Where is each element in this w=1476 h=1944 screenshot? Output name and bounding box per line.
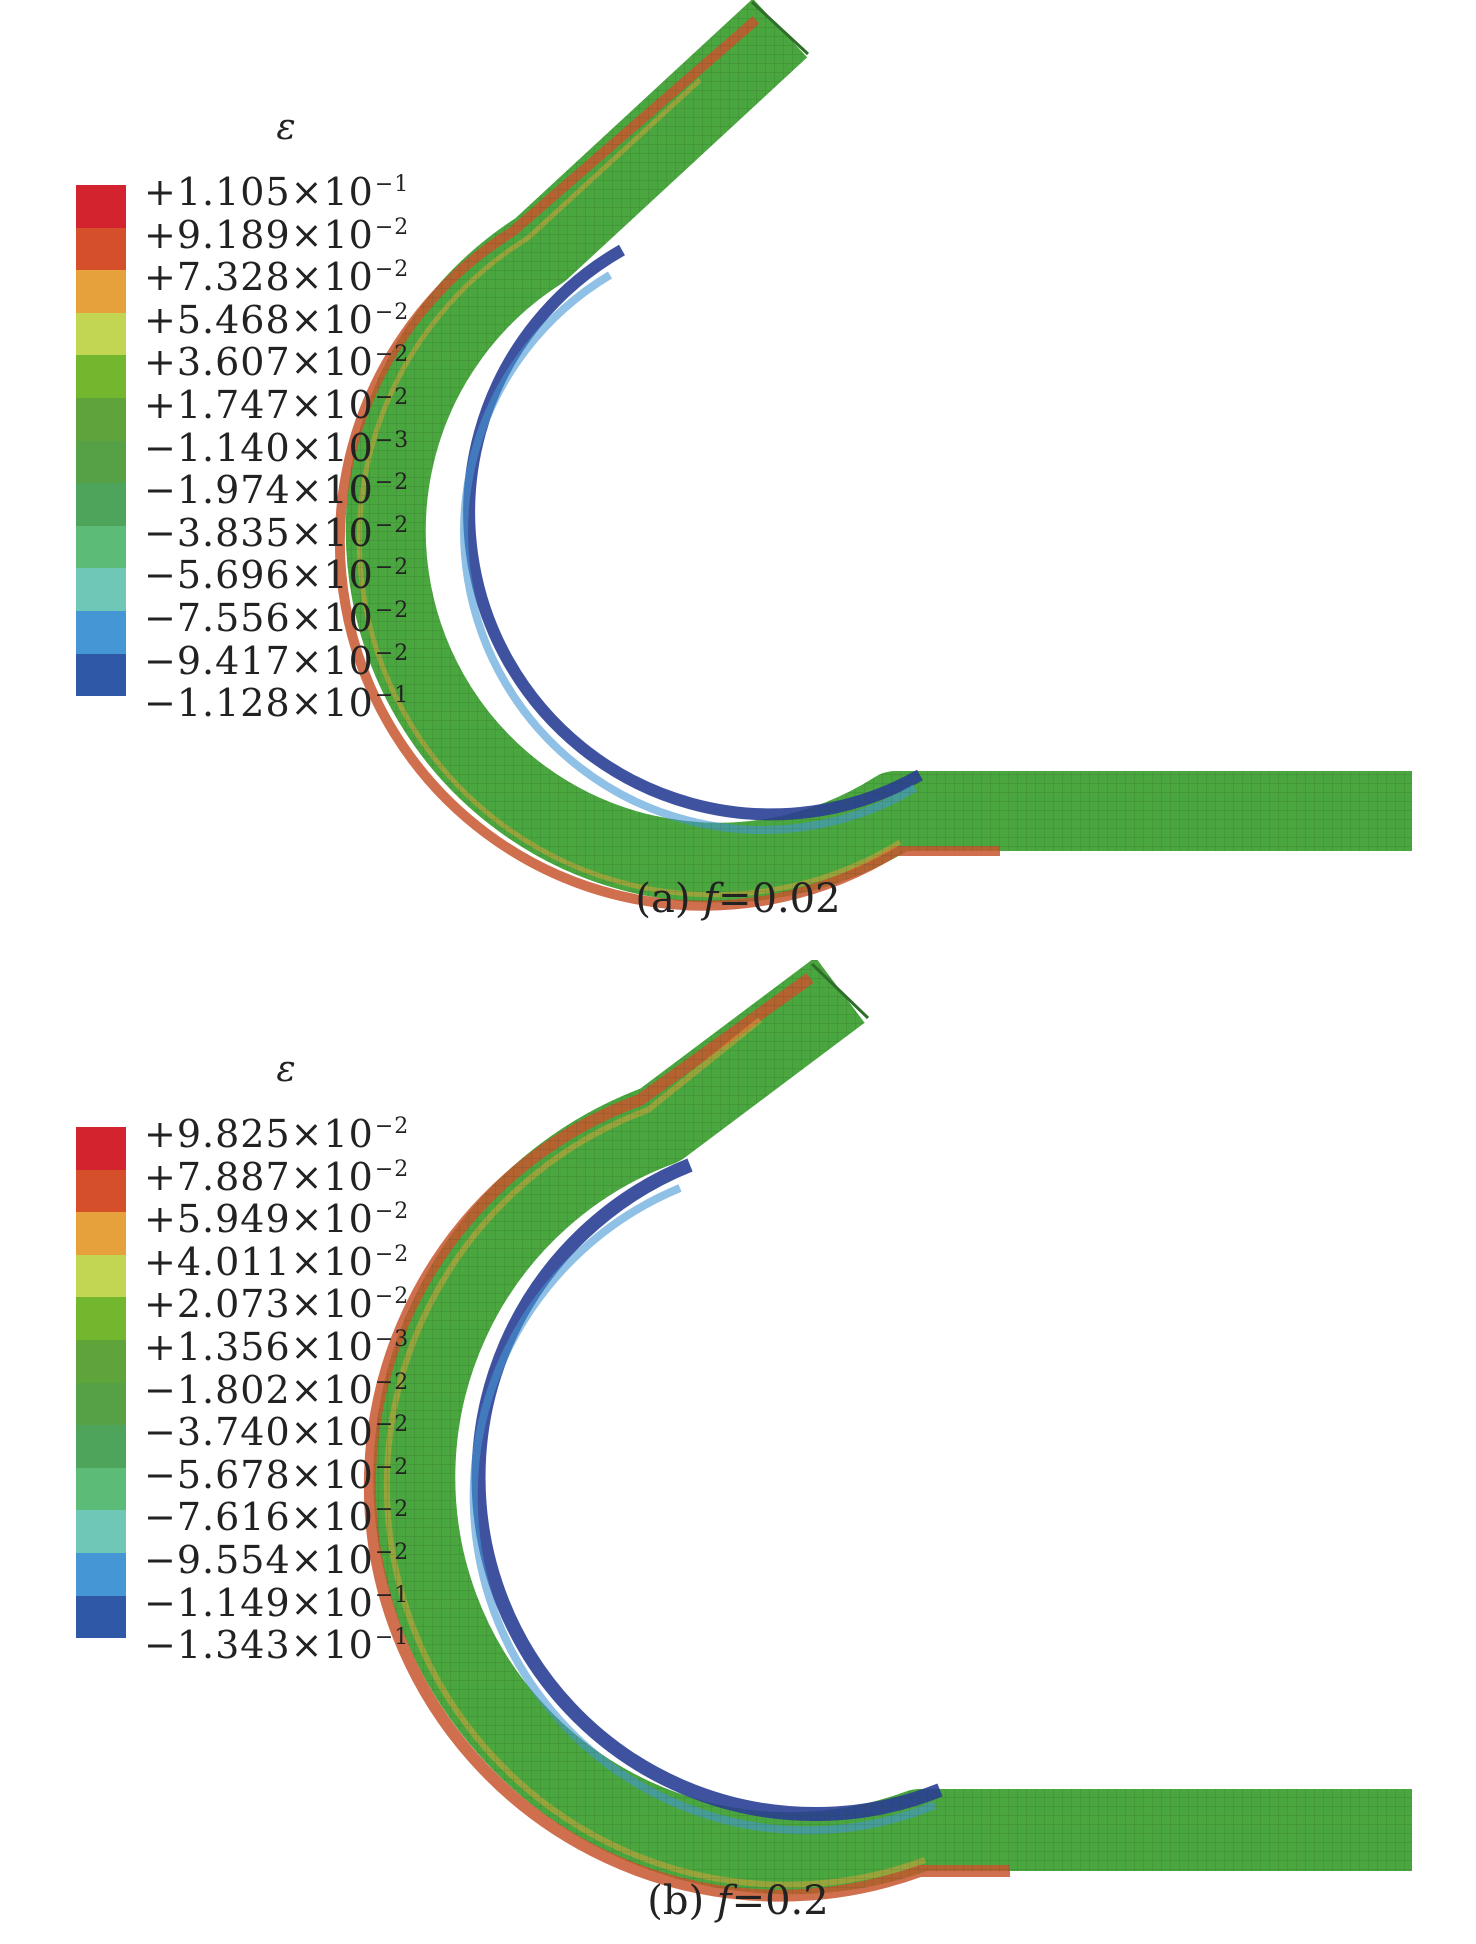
colorbar-swatch xyxy=(76,397,126,441)
legend-label: +5.468×10−2 xyxy=(144,297,410,342)
caption-b: (b) f=0.2 xyxy=(647,1878,829,1924)
legend-label: −3.835×10−2 xyxy=(144,510,410,555)
colorbar-swatch xyxy=(76,1510,126,1553)
legend-label: +7.328×10−2 xyxy=(144,255,410,300)
legend-symbol: ε xyxy=(276,107,296,148)
panel-b: ε +9.825×10−2 +7.887×10−2 +5.949×10−2 +4… xyxy=(0,960,1476,1944)
legend-label: +9.825×10−2 xyxy=(144,1112,410,1156)
legend-label: −1.802×10−2 xyxy=(144,1367,410,1412)
colorbar-swatch xyxy=(76,1552,126,1596)
legend-label: +1.356×10−3 xyxy=(144,1324,410,1369)
panel-a: ε +1.105×10−1 +9.189×10−2 +7.328×10−2 +5… xyxy=(0,0,1476,960)
colorbar-swatch xyxy=(76,483,126,526)
legend-label: −1.128×10−1 xyxy=(144,681,410,726)
colorbar-swatch xyxy=(76,1339,126,1383)
bent-tube-figure-b xyxy=(363,960,1412,1902)
colorbar-a xyxy=(76,185,126,697)
colorbar-swatch xyxy=(76,1212,126,1255)
legend-label: −1.149×10−1 xyxy=(144,1580,410,1625)
colorbar-swatch xyxy=(76,1297,126,1340)
legend-label: −9.554×10−2 xyxy=(144,1537,410,1582)
colorbar-swatch xyxy=(76,440,126,484)
legend-label: −1.974×10−2 xyxy=(144,468,410,513)
legend-label: −1.343×10−1 xyxy=(144,1623,410,1668)
legend-symbol: ε xyxy=(276,1049,296,1090)
colorbar-swatch xyxy=(76,525,126,569)
legend-labels-b: +9.825×10−2 +7.887×10−2 +5.949×10−2 +4.0… xyxy=(144,1106,410,1668)
colorbar-swatch xyxy=(76,185,126,228)
legend-label: +1.747×10−2 xyxy=(144,382,410,427)
colorbar-swatch xyxy=(76,312,126,356)
legend-label: −7.616×10−2 xyxy=(144,1495,410,1540)
legend-label: +9.189×10−2 xyxy=(144,212,410,257)
caption-a: (a) f=0.02 xyxy=(635,876,841,922)
legend-label: −3.740×10−2 xyxy=(144,1410,410,1455)
legend-label: −5.678×10−2 xyxy=(144,1452,410,1497)
legend-label: −7.556×10−2 xyxy=(144,595,410,640)
legend-label: +1.105×10−1 xyxy=(144,170,410,214)
legend-label: −1.140×10−3 xyxy=(144,425,410,470)
legend-labels-a: +1.105×10−1 +9.189×10−2 +7.328×10−2 +5.4… xyxy=(144,164,410,726)
colorbar-swatch xyxy=(76,1254,126,1298)
legend-label: +7.887×10−2 xyxy=(144,1154,410,1199)
legend-label: +3.607×10−2 xyxy=(144,340,410,385)
colorbar-swatch xyxy=(76,1169,126,1213)
colorbar-swatch xyxy=(76,610,126,654)
colorbar-swatch xyxy=(76,653,126,697)
bent-tube-figure-a xyxy=(334,0,1412,911)
colorbar-swatch xyxy=(76,1382,126,1426)
colorbar-b xyxy=(76,1127,126,1639)
colorbar-swatch xyxy=(76,355,126,398)
legend-label: +2.073×10−2 xyxy=(144,1282,410,1327)
tube-b xyxy=(363,960,1412,1902)
colorbar-swatch xyxy=(76,1127,126,1170)
colorbar-swatch xyxy=(76,1595,126,1639)
tube-a xyxy=(334,0,1412,911)
colorbar-swatch xyxy=(76,227,126,271)
colorbar-swatch xyxy=(76,1425,126,1468)
colorbar-swatch xyxy=(76,568,126,611)
legend-label: +4.011×10−2 xyxy=(144,1239,410,1284)
legend-label: +5.949×10−2 xyxy=(144,1197,410,1242)
legend-label: −5.696×10−2 xyxy=(144,553,410,598)
colorbar-swatch xyxy=(76,1467,126,1511)
legend-label: −9.417×10−2 xyxy=(144,638,410,683)
colorbar-swatch xyxy=(76,270,126,313)
